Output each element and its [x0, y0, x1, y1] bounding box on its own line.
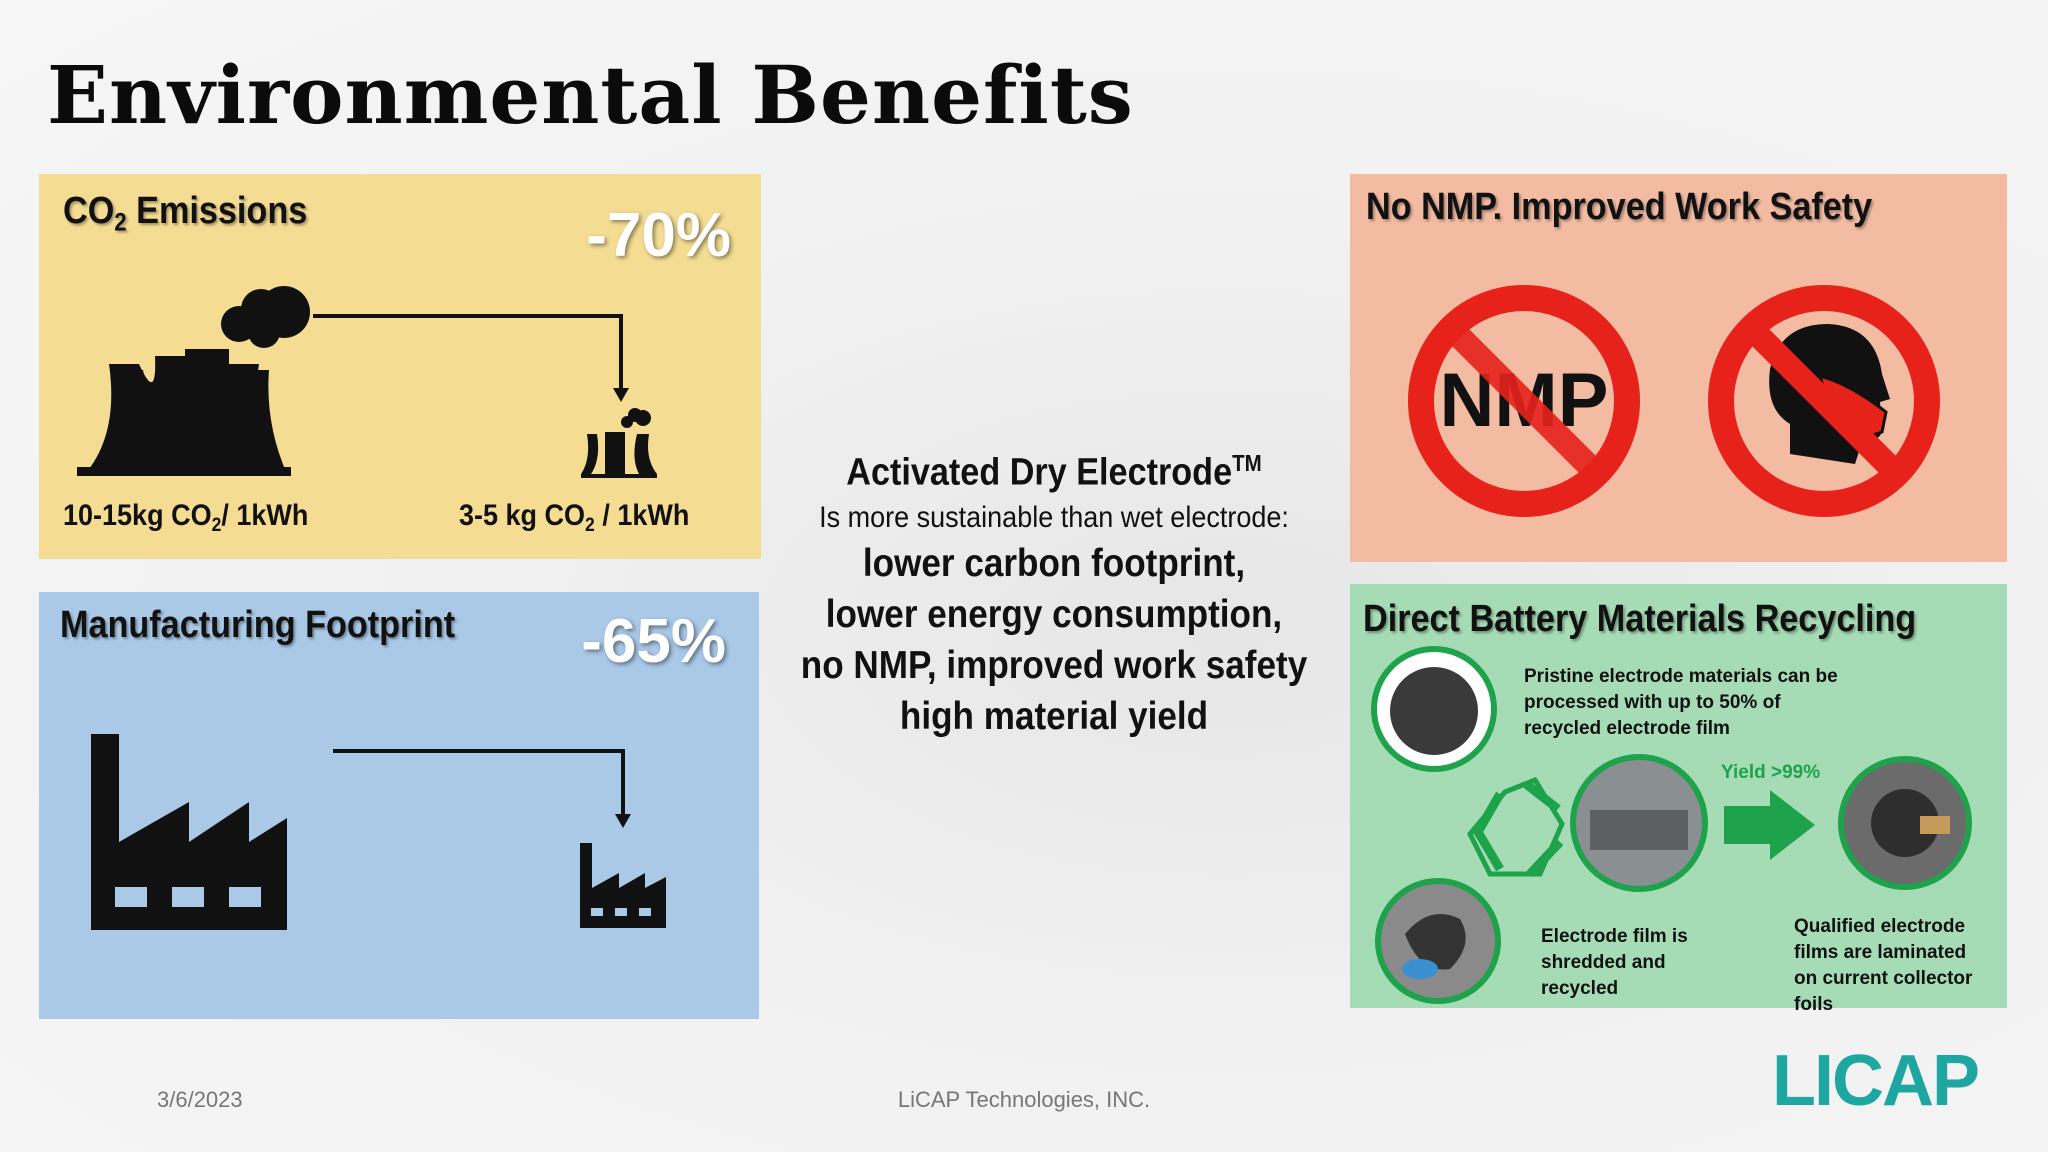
step3: Qualified electrode films are laminated …	[1794, 916, 1973, 1015]
prohibition-circle	[1708, 285, 1940, 517]
arrow	[333, 749, 625, 816]
factory-small	[580, 843, 666, 928]
panel-title: CO2 Emissions	[63, 190, 307, 237]
prohibition-bar	[1738, 315, 1910, 487]
logo: LICAP	[1772, 1041, 1980, 1121]
step1: Pristine electrode materials can be proc…	[1524, 666, 1838, 739]
trademark: TM	[1232, 450, 1262, 476]
arrow-head	[615, 814, 631, 828]
text: 3-5 kg CO	[459, 499, 586, 532]
point: no NMP, improved work safety	[800, 643, 1308, 687]
yield-label: Yield >99%	[1721, 762, 1821, 783]
co2-icons	[77, 286, 657, 478]
nmp-icons: NMP	[1408, 285, 1940, 517]
date: 3/6/2023	[157, 1087, 243, 1112]
co2-panel: CO2 Emissions -70% 10-15kg CO2/ 1kWh 3-5…	[39, 174, 761, 559]
yield-arrow	[1724, 790, 1815, 860]
panel-title: Manufacturing Footprint	[60, 604, 456, 646]
recycling-panel: Direct Battery Materials Recycling Prist…	[1350, 584, 2007, 1015]
company: LiCAP Technologies, INC.	[897, 1087, 1151, 1112]
subscript: 2	[585, 513, 595, 536]
arrow	[313, 314, 623, 390]
reduction: -70%	[586, 201, 731, 270]
glove	[1402, 959, 1438, 979]
panel-title: No NMP. Improved Work Safety	[1366, 186, 1873, 228]
text: / 1kWh	[221, 499, 309, 532]
subscript: 2	[211, 513, 222, 536]
step2: Electrode film is shredded and recycled	[1541, 926, 1688, 999]
footprint-icons	[91, 734, 666, 930]
text: / 1kWh	[594, 499, 690, 532]
text: Emissions	[126, 190, 308, 232]
recycling-icons	[1371, 646, 1972, 1004]
before-label: 10-15kg CO2/ 1kWh	[63, 499, 308, 537]
text: CO	[63, 190, 115, 232]
arrow-head	[613, 388, 629, 402]
center-text: Activated Dry ElectrodeTM Is more sustai…	[754, 438, 1354, 742]
panel-title: Direct Battery Materials Recycling	[1363, 598, 1917, 640]
footprint-panel: Manufacturing Footprint -65%	[39, 592, 759, 1019]
prohibition-circle	[1408, 285, 1640, 517]
powder	[1390, 667, 1478, 755]
text: 10-15kg CO	[63, 499, 212, 532]
text: Activated Dry Electrode	[846, 451, 1233, 494]
factory-windows	[591, 908, 651, 916]
point: lower carbon footprint,	[862, 541, 1246, 585]
film	[1590, 810, 1688, 850]
heading: Activated Dry ElectrodeTM	[784, 438, 1324, 498]
subheading: Is more sustainable than wet electrode:	[819, 500, 1289, 534]
roll	[1871, 789, 1939, 857]
power-plant-large	[77, 286, 310, 476]
point: high material yield	[899, 694, 1209, 738]
factory-windows	[115, 887, 261, 907]
slide-title: Environmental Benefits	[47, 48, 1134, 142]
shredded-film	[1405, 914, 1466, 970]
after-label: 3-5 kg CO2 / 1kWh	[459, 499, 689, 537]
reduction: -65%	[581, 607, 726, 676]
recycle-icon	[1467, 776, 1565, 878]
nmp-panel: No NMP. Improved Work Safety NMP	[1350, 174, 2007, 562]
subscript: 2	[114, 209, 127, 237]
roll-core	[1920, 816, 1950, 834]
factory-large	[91, 734, 287, 930]
point: lower energy consumption,	[825, 592, 1283, 636]
prohibition-bar	[1442, 319, 1606, 483]
power-plant-small	[581, 408, 657, 478]
